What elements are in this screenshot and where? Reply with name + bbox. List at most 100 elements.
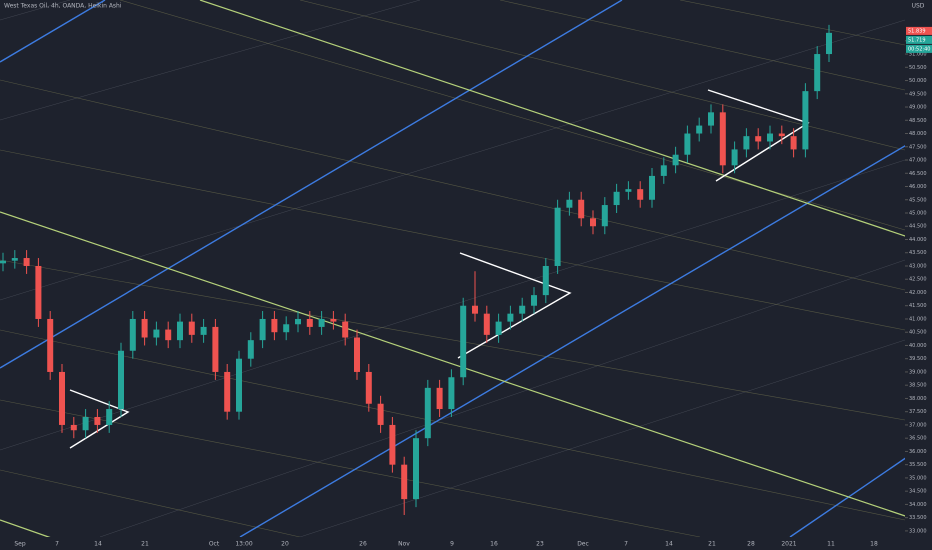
candle-body	[660, 165, 667, 176]
x-tick-label: Nov	[398, 541, 410, 548]
candle-body	[731, 149, 738, 166]
y-tick-label: 36.500	[909, 436, 927, 442]
y-tick-label: 47.500	[909, 144, 927, 150]
price-badge	[906, 26, 932, 35]
y-tick-label: 39.500	[909, 356, 927, 362]
y-tick-label: 50.500	[909, 65, 927, 71]
y-tick-label: 50.000	[909, 78, 927, 84]
candle-body	[684, 133, 691, 155]
x-tick-label: 18	[870, 541, 878, 548]
candle-body	[283, 324, 290, 333]
candle-body	[94, 416, 101, 425]
candle-body	[212, 326, 219, 372]
candle-body	[23, 258, 30, 266]
candle-body	[767, 133, 773, 142]
candle-body	[11, 258, 18, 261]
candle-body	[200, 326, 207, 335]
candle-body	[318, 318, 325, 327]
y-tick-label: 37.000	[909, 422, 927, 428]
candle-body	[790, 136, 797, 150]
candle-body	[342, 321, 349, 338]
candle-body	[295, 318, 301, 325]
candle-body	[495, 321, 502, 335]
candle-body	[708, 112, 714, 126]
y-tick-label: 44.000	[909, 237, 927, 243]
y-tick-label: 46.500	[909, 171, 927, 177]
y-tick-label: 39.000	[909, 369, 927, 375]
candle-body	[507, 313, 514, 322]
candle-body	[188, 321, 195, 335]
candle-body	[696, 125, 703, 134]
x-tick-label: 21	[141, 541, 149, 548]
candle-body	[177, 321, 183, 341]
price-label: 51.719	[908, 37, 926, 43]
candle-body	[436, 387, 443, 410]
y-tick-label: 38.500	[909, 383, 927, 389]
price-label: 51.839	[908, 28, 926, 34]
y-tick-label: 47.000	[909, 158, 927, 164]
candle-body	[224, 371, 231, 412]
x-tick-label: 23	[536, 541, 544, 548]
candle-body	[70, 424, 77, 431]
candle-body	[118, 350, 124, 410]
candle-body	[259, 318, 266, 341]
candle-body	[590, 218, 596, 227]
y-tick-label: 45.500	[909, 197, 927, 203]
x-tick-label: Sep	[14, 541, 26, 548]
y-tick-label: 40.500	[909, 330, 927, 336]
candle-body	[460, 305, 467, 378]
candle-body	[531, 295, 537, 306]
y-tick-label: 38.000	[909, 396, 927, 402]
chart-title: West Texas Oil, 4h, OANDA, Heikin Ashi	[4, 3, 122, 10]
candle-body	[755, 136, 762, 142]
candle-body	[59, 371, 65, 425]
candle-body	[330, 318, 337, 322]
candle-body	[483, 313, 490, 335]
candle-body	[377, 403, 384, 425]
candle-body	[472, 305, 478, 314]
y-tick-label: 44.500	[909, 224, 927, 230]
y-tick-label: 49.500	[909, 91, 927, 97]
x-tick-label: 21	[708, 541, 716, 548]
candle-body	[153, 329, 160, 338]
y-tick-label: 51.000	[909, 52, 927, 58]
y-tick-label: 41.000	[909, 316, 927, 322]
x-tick-label: 7	[624, 541, 628, 548]
x-tick-label: 14	[94, 541, 102, 548]
candle-body	[365, 371, 372, 404]
y-tick-label: 48.000	[909, 131, 927, 137]
candle-body	[141, 318, 148, 338]
y-tick-label: 43.000	[909, 263, 927, 269]
price-label: 00:52:40	[908, 46, 930, 52]
x-tick-label: 20	[281, 541, 289, 548]
candle-body	[0, 260, 6, 264]
candle-body	[554, 207, 561, 266]
candle-body	[106, 409, 113, 425]
x-tick-label: 11	[827, 541, 835, 548]
candle-body	[389, 424, 396, 465]
x-tick-label: 28	[747, 541, 755, 548]
y-tick-label: 41.500	[909, 303, 927, 309]
candle-body	[578, 199, 585, 219]
candle-body	[625, 189, 632, 192]
y-tick-label: 35.000	[909, 475, 927, 481]
y-tick-label: 45.000	[909, 210, 927, 216]
candle-body	[271, 318, 278, 333]
candle-body	[743, 136, 750, 150]
y-tick-label: 48.500	[909, 118, 927, 124]
y-tick-label: 40.000	[909, 343, 927, 349]
candle-body	[165, 329, 172, 341]
y-tick-label: 36.000	[909, 449, 927, 455]
x-tick-label: 2021	[781, 541, 796, 548]
candle-body	[424, 387, 431, 439]
candle-body	[826, 32, 832, 55]
y-tick-label: 37.500	[909, 409, 927, 415]
candle-body	[247, 340, 254, 359]
x-tick-label: Dec	[577, 541, 589, 548]
candle-body	[601, 205, 608, 227]
candle-body	[566, 199, 573, 208]
y-tick-label: 49.000	[909, 105, 927, 111]
candle-body	[448, 377, 455, 410]
